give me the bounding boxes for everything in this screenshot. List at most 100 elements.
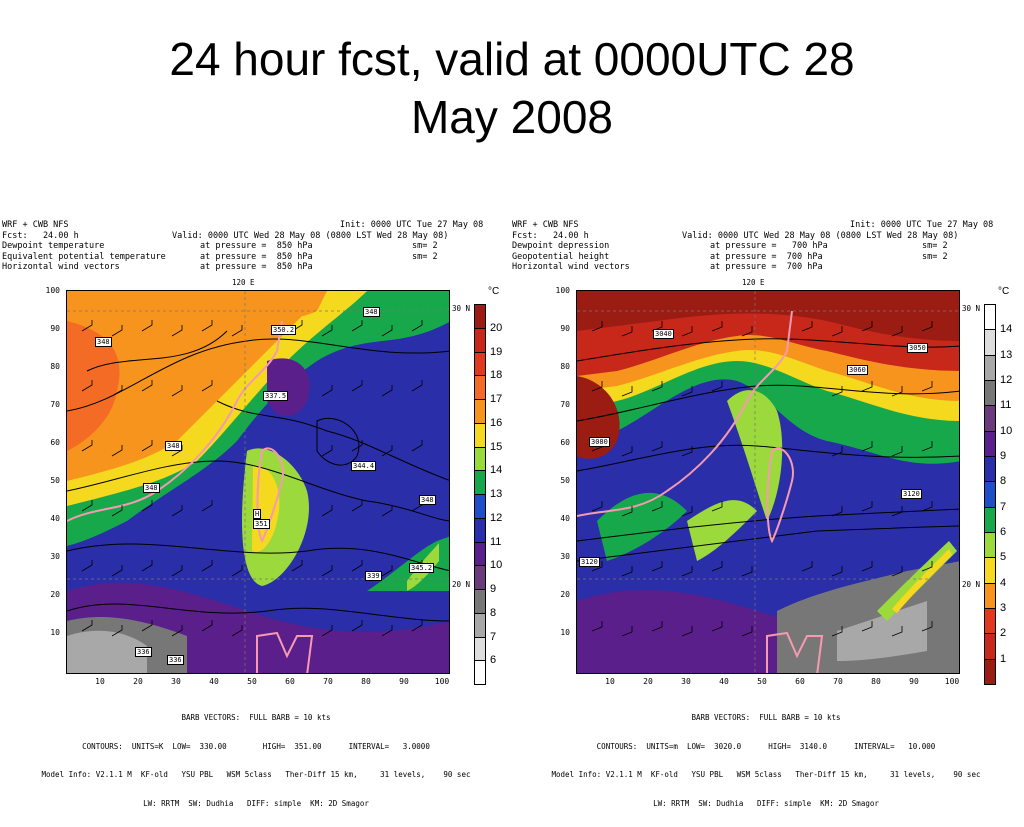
x-tick: 40 [719,677,729,686]
colorbar-swatch [984,506,996,533]
colorbar-swatch [474,375,486,400]
colorbar-label: 11 [490,535,502,548]
footer-physics-info: LW: RRTM SW: Dudhia DIFF: simple KM: 2D … [143,798,369,808]
colorbar-swatch [984,456,996,483]
model-name: WRF + CWB NFS [512,220,579,230]
colorbar-label: 2 [1000,627,1007,640]
x-tick: 30 [681,677,691,686]
contour-label: 345.2 [409,563,435,573]
colorbar-label: 11 [1000,399,1012,412]
model-name: WRF + CWB NFS [2,220,69,230]
field2-smoothing: sm= 2 [922,251,948,262]
colorbar: °C 14 13 12 11 10 9 8 7 6 5 4 3 2 1 [984,286,1020,688]
colorbar-label: 3 [1000,602,1007,614]
y-tick: 80 [50,362,60,371]
y-tick: 40 [560,514,570,523]
y-tick: 50 [50,476,60,485]
y-tick: 70 [560,400,570,409]
colorbar-unit: °C [998,286,1010,297]
x-tick: 10 [605,677,615,686]
y-tick: 10 [50,628,60,637]
footer-barb-info: BARB VECTORS: FULL BARB = 10 kts [691,713,841,722]
field2-level: at pressure = 700 hPa [710,251,823,262]
y-tick: 60 [560,438,570,447]
left-forecast-panel: WRF + CWB NFS Init: 0000 UTC Tue 27 May … [0,218,512,808]
slide-title: 24 hour fcst, valid at 0000UTC 28 May 20… [0,30,1024,146]
y-tick: 90 [50,324,60,333]
colorbar-label: 10 [490,559,503,572]
lat-label-bottom: 20 N [452,580,471,589]
colorbar-swatch [984,405,996,432]
colorbar-swatch [474,565,486,590]
colorbar-label: 20 [490,321,503,334]
colorbar-label: 9 [490,583,497,595]
footer-model-info: Model Info: V2.1.1 M KF-old YSU PBL WSM … [551,770,981,779]
map-field-svg [577,291,959,673]
footer-contour-info: CONTOURS: UNITS=m LOW= 3020.0 HIGH= 3140… [596,741,936,751]
colorbar-swatch [474,636,486,662]
y-tick: 30 [50,552,60,561]
colorbar-label: 5 [1000,551,1007,564]
colorbar-swatch [474,399,486,424]
colorbar-swatch [474,446,486,472]
colorbar-label: 10 [1000,424,1013,437]
colorbar-unit: °C [488,286,500,297]
field1-level: at pressure = 700 hPa [710,241,828,251]
title-line-1: 24 hour fcst, valid at 0000UTC 28 [169,33,855,85]
field1-name: Dewpoint temperature [2,241,105,251]
colorbar-swatch [474,494,486,519]
x-tick: 20 [643,677,653,686]
colorbar-label: 7 [490,630,497,643]
lon-label: 120 E [232,278,255,287]
fcst-hour: Fcst: 24.00 h [2,230,79,241]
lat-label-top: 30 N [452,304,471,313]
colorbar-swatch [474,541,486,567]
colorbar-label: 13 [1000,348,1013,361]
lat-label-bottom: 20 N [962,580,981,589]
colorbar-swatch [474,351,486,377]
colorbar-label: 8 [490,606,497,619]
field1-smoothing: sm= 2 [412,241,438,251]
colorbar-swatch [984,380,996,407]
colorbar-swatch [984,608,996,635]
colorbar-label: 6 [1000,526,1007,538]
colorbar-swatch [474,612,486,638]
colorbar-label: 14 [490,464,503,477]
lon-label: 120 E [742,278,765,287]
contour-label: 3120 [901,489,922,499]
colorbar-swatch [984,658,996,685]
x-tick: 60 [285,677,295,686]
y-tick: 100 [555,286,570,295]
colorbar-label: 13 [490,488,503,500]
colorbar-swatch [984,532,996,559]
x-tick: 60 [795,677,805,686]
x-tick: 100 [434,677,450,686]
colorbar-swatch [474,470,486,495]
colorbar-label: 15 [490,440,503,453]
colorbar-label: 12 [490,511,503,524]
x-tick: 70 [833,677,843,686]
dewpoint-depression-700-map: 3040 3050 3060 3080 3120 3120 [576,290,960,674]
high-center-label: H [253,509,262,519]
y-tick: 70 [50,400,60,409]
contour-label: 348 [143,483,160,493]
contour-label: 348 [363,307,380,317]
y-tick: 50 [560,476,570,485]
colorbar-label: 6 [490,654,497,667]
colorbar: °C 20 19 18 17 16 15 14 13 12 11 10 9 8 7 6 [474,286,510,688]
colorbar-swatch [984,329,996,356]
colorbar-swatch [984,304,996,331]
x-tick: 40 [209,677,219,686]
field2-name: Equivalent potential temperature [2,251,166,262]
contour-label: 351 [253,519,270,529]
contour-label: 348 [95,337,112,347]
colorbar-label: 9 [1000,450,1007,462]
colorbar-swatch [474,304,486,329]
contour-label: 3060 [847,365,868,375]
colorbar-swatch [984,481,996,508]
colorbar-swatch [984,354,996,381]
footer-model-info: Model Info: V2.1.1 M KF-old YSU PBL WSM … [41,770,471,779]
colorbar-label: 14 [1000,323,1013,336]
y-tick: 90 [560,324,570,333]
x-tick: 50 [757,677,767,686]
